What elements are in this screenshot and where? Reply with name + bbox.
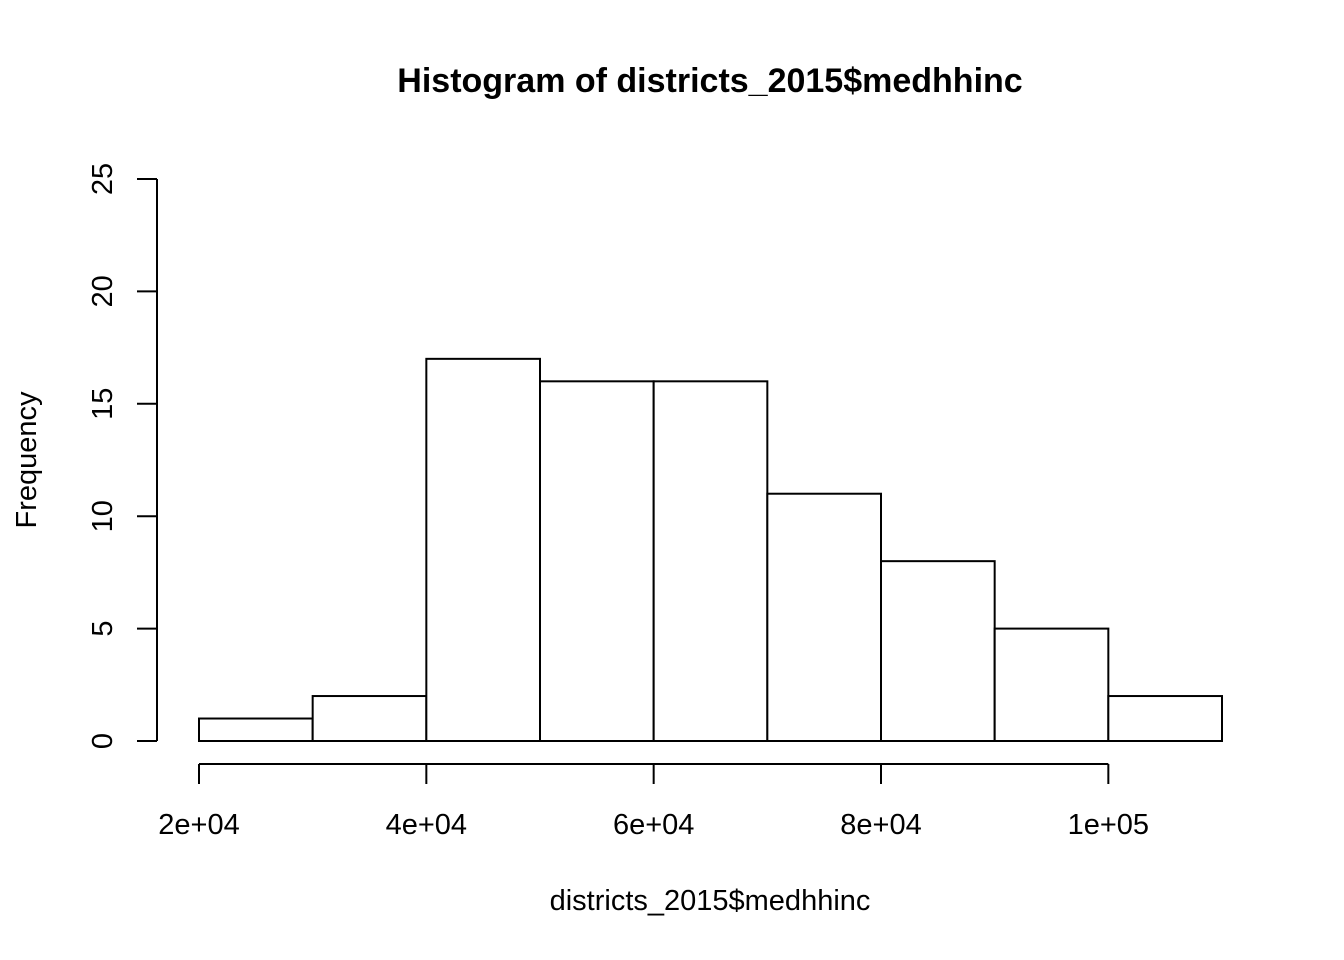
histogram-bar-3 — [539, 380, 655, 742]
x-tick-label-1: 4e+04 — [386, 809, 467, 841]
histogram-bar-5 — [766, 492, 882, 742]
histogram-bar-1 — [311, 695, 428, 742]
y-tick-label-1: 5 — [87, 621, 119, 637]
x-tick-label-4: 1e+05 — [1068, 809, 1149, 841]
x-tick-label-0: 2e+04 — [158, 809, 239, 841]
y-axis: 0 5 10 15 20 25 — [87, 163, 158, 749]
histogram-bar-7 — [993, 627, 1110, 742]
y-tick-label-2: 10 — [87, 500, 119, 532]
histogram-bar-2 — [425, 357, 542, 742]
y-tick-label-0: 0 — [87, 733, 119, 749]
x-tick-label-2: 6e+04 — [613, 809, 694, 841]
y-axis-label: Frequency — [11, 391, 43, 529]
y-tick-label-5: 25 — [87, 163, 119, 195]
y-tick-label-4: 20 — [87, 275, 119, 307]
histogram-bar-8 — [1107, 695, 1224, 742]
bars-group — [198, 357, 1224, 743]
histogram-bar-6 — [880, 560, 996, 742]
chart-title: Histogram of districts_2015$medhhinc — [397, 62, 1022, 100]
x-axis-label: districts_2015$medhhinc — [550, 885, 871, 917]
histogram-bar-4 — [652, 380, 769, 742]
x-tick-label-3: 8e+04 — [840, 809, 921, 841]
histogram-bar-0 — [198, 717, 314, 743]
y-tick-label-3: 15 — [87, 388, 119, 420]
x-axis: 2e+04 4e+04 6e+04 8e+04 1e+05 — [158, 763, 1149, 841]
